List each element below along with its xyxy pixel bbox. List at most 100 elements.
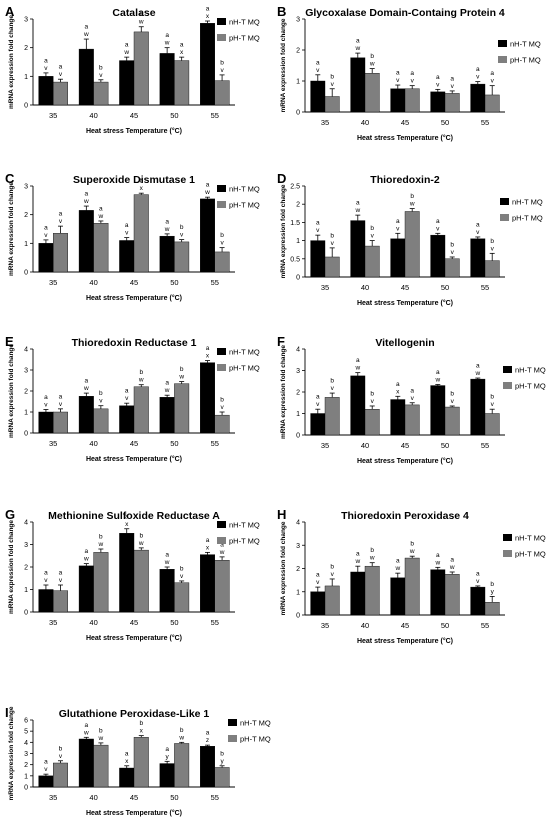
legend-label: nH-T MQ: [515, 366, 546, 375]
significance-letter: w: [123, 49, 129, 56]
significance-letter: b: [99, 534, 103, 541]
significance-letter: b: [180, 727, 184, 734]
y-axis-label: mRNA expression fold change: [8, 344, 15, 438]
significance-letter: w: [354, 558, 360, 565]
significance-letter: v: [44, 65, 48, 72]
y-tick-label: 0: [24, 431, 28, 438]
bar: [38, 243, 54, 273]
significance-letter: v: [125, 230, 129, 237]
legend-swatch: [498, 56, 507, 63]
y-tick-label: 3: [24, 368, 28, 375]
significance-letter: v: [476, 578, 480, 585]
significance-letter: b: [410, 541, 414, 548]
bar: [133, 737, 149, 788]
x-tick-label: 45: [130, 111, 138, 120]
significance-letter: a: [59, 393, 63, 400]
bar: [133, 549, 149, 613]
legend-label: pH-T MQ: [229, 34, 260, 43]
significance-letter: v: [316, 67, 320, 74]
x-tick-label: 55: [211, 439, 219, 448]
bar: [53, 762, 68, 788]
bar: [484, 94, 500, 113]
significance-letter: b: [490, 238, 494, 245]
x-tick-label: 50: [170, 111, 178, 120]
panel-letter: C: [5, 171, 15, 186]
significance-letter: b: [99, 64, 103, 71]
significance-letter: v: [371, 398, 375, 405]
x-axis-label: Heat stress Temperature (°C): [357, 637, 453, 645]
significance-letter: a: [59, 64, 63, 71]
bar: [159, 569, 175, 613]
bar: [430, 385, 446, 436]
significance-letter: v: [220, 67, 224, 74]
significance-letter: v: [316, 227, 320, 234]
significance-letter: v: [180, 573, 184, 580]
y-tick-label: 3: [296, 543, 300, 550]
significance-letter: v: [44, 766, 48, 773]
bar: [324, 96, 340, 113]
y-tick-label: 0: [296, 275, 300, 282]
significance-letter: v: [59, 577, 63, 584]
y-tick-label: 1: [24, 773, 28, 780]
bar: [38, 411, 54, 434]
bar: [200, 554, 215, 613]
significance-letter: b: [330, 73, 334, 80]
significance-letter: v: [44, 232, 48, 239]
significance-letter: v: [491, 245, 495, 252]
significance-letter: a: [316, 59, 320, 66]
x-tick-label: 40: [89, 439, 97, 448]
bar: [364, 409, 380, 436]
significance-letter: w: [164, 40, 170, 47]
bar: [53, 81, 68, 106]
x-tick-label: 55: [211, 793, 219, 802]
bar: [404, 557, 420, 616]
significance-letter: a: [125, 222, 129, 229]
significance-letter: y: [491, 588, 495, 595]
significance-letter: v: [476, 74, 480, 81]
x-tick-label: 45: [130, 793, 138, 802]
x-tick-label: 50: [441, 118, 449, 127]
x-axis-label: Heat stress Temperature (°C): [86, 455, 182, 463]
x-tick-label: 45: [130, 439, 138, 448]
y-axis-label: mRNA expression fold change: [8, 520, 15, 614]
significance-letter: b: [370, 225, 374, 232]
significance-letter: v: [220, 404, 224, 411]
y-tick-label: 3: [24, 17, 28, 24]
x-tick-label: 35: [49, 278, 57, 287]
significance-letter: x: [125, 521, 129, 528]
legend-swatch: [217, 364, 226, 371]
significance-letter: v: [180, 232, 184, 239]
x-tick-label: 50: [441, 621, 449, 630]
x-axis-label: Heat stress Temperature (°C): [86, 127, 182, 135]
x-axis-label: Heat stress Temperature (°C): [357, 134, 453, 142]
x-tick-label: 35: [49, 111, 57, 120]
bar: [484, 602, 500, 616]
significance-letter: b: [330, 378, 334, 385]
significance-letter: w: [83, 556, 89, 563]
chart-title: Glutathione Peroxidase-Like 1: [59, 708, 210, 720]
panel-letter: A: [5, 4, 15, 19]
significance-letter: w: [354, 365, 360, 372]
legend-label: pH-T MQ: [515, 382, 546, 391]
bar: [444, 93, 460, 113]
bar: [53, 411, 68, 434]
significance-letter: a: [206, 537, 210, 544]
significance-letter: w: [409, 548, 415, 555]
y-tick-label: 0: [296, 613, 300, 620]
significance-letter: w: [178, 734, 184, 741]
significance-letter: w: [178, 374, 184, 381]
y-tick-label: 1: [296, 589, 300, 596]
bar: [390, 577, 406, 616]
significance-letter: b: [490, 394, 494, 401]
bar: [214, 767, 230, 788]
significance-letter: a: [476, 570, 480, 577]
y-tick-label: 4: [296, 520, 300, 527]
y-tick-label: 6: [24, 718, 28, 725]
significance-letter: v: [44, 401, 48, 408]
significance-letter: v: [451, 83, 455, 90]
significance-letter: a: [206, 345, 210, 352]
significance-letter: x: [140, 728, 144, 735]
significance-letter: v: [220, 240, 224, 247]
significance-letter: z: [206, 737, 209, 744]
